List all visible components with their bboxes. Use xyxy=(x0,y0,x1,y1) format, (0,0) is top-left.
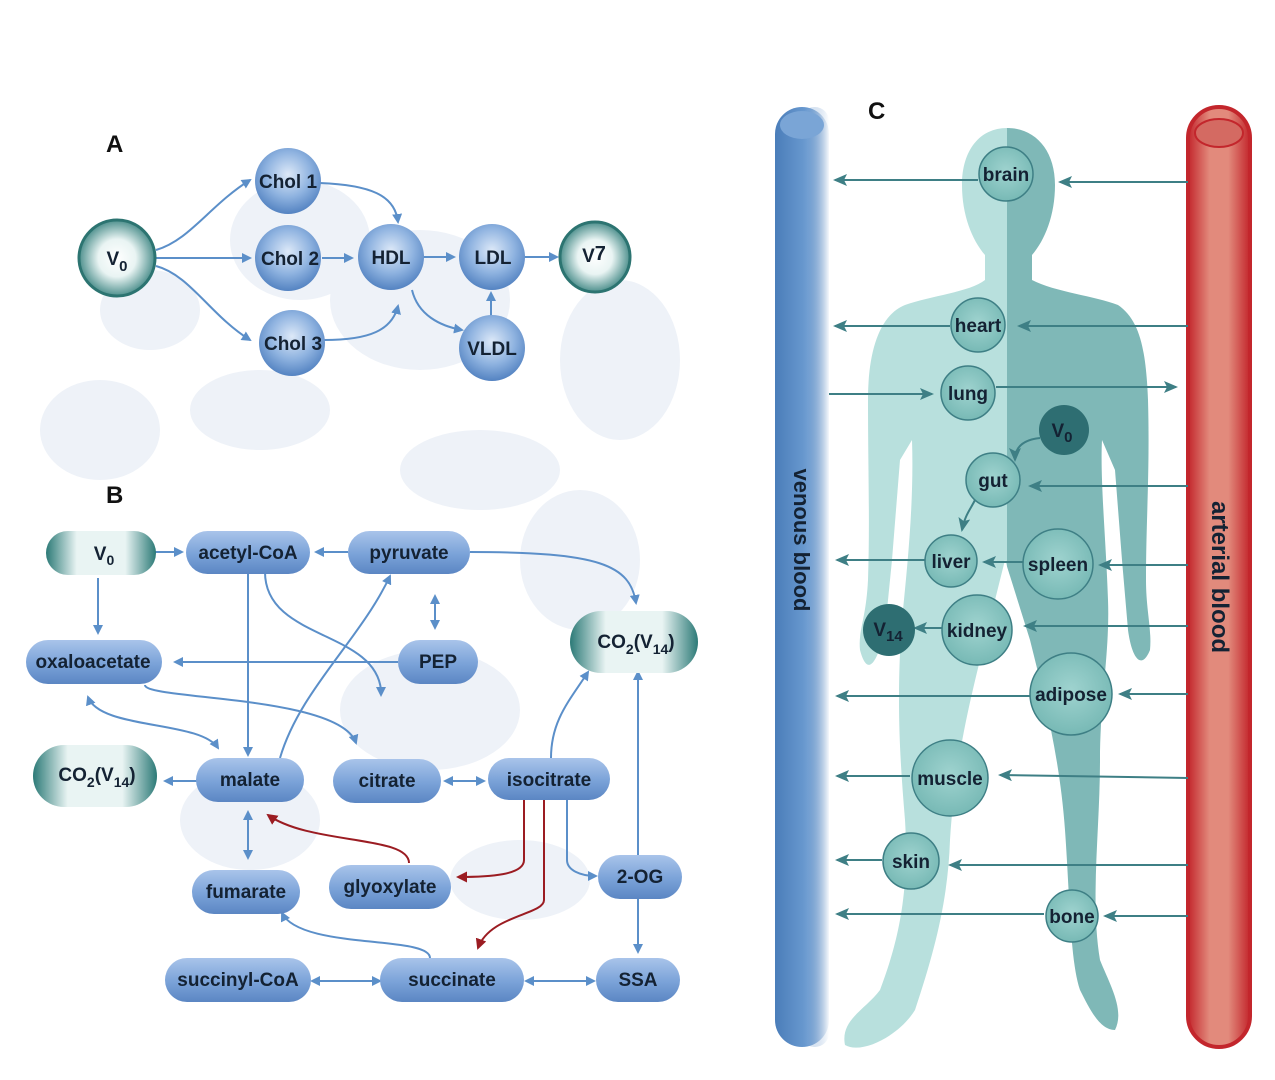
arterial-blood-label: arterial blood xyxy=(1206,501,1233,653)
svg-text:LDL: LDL xyxy=(475,248,512,269)
node-v7: V7 xyxy=(558,220,632,294)
organ-liver: liver xyxy=(924,534,978,588)
svg-text:V0: V0 xyxy=(106,249,127,275)
node-citrate: citrate xyxy=(333,759,441,803)
svg-text:liver: liver xyxy=(931,552,971,573)
svg-text:V0: V0 xyxy=(1051,421,1072,446)
node-ssa: SSA xyxy=(596,958,680,1002)
svg-text:V0: V0 xyxy=(94,544,115,568)
svg-text:succinyl-CoA: succinyl-CoA xyxy=(177,970,299,991)
node-acetyl-coa: acetyl-CoA xyxy=(186,531,310,574)
organ-adipose: adipose xyxy=(1029,652,1113,736)
node-co2-left: CO2(V14) xyxy=(33,745,157,807)
organ-skin: skin xyxy=(882,832,940,890)
svg-text:CO2(V14): CO2(V14) xyxy=(597,632,674,657)
node-v0-b: V0 xyxy=(46,531,156,575)
arterial-blood-vessel: arterial blood xyxy=(1186,105,1252,1049)
svg-text:succinate: succinate xyxy=(408,970,496,991)
svg-text:Chol 1: Chol 1 xyxy=(259,172,317,193)
node-succinate: succinate xyxy=(380,958,524,1002)
organ-kidney: kidney xyxy=(941,594,1013,666)
svg-text:acetyl-CoA: acetyl-CoA xyxy=(198,543,298,564)
node-ldl: LDL xyxy=(459,224,525,290)
svg-text:glyoxylate: glyoxylate xyxy=(344,877,437,898)
node-oxaloacetate: oxaloacetate xyxy=(26,640,162,684)
organ-muscle: muscle xyxy=(911,739,989,817)
svg-text:V7: V7 xyxy=(582,243,606,267)
svg-text:lung: lung xyxy=(948,384,988,405)
node-chol1: Chol 1 xyxy=(255,148,321,214)
organ-heart: heart xyxy=(950,297,1006,353)
node-malate: malate xyxy=(196,758,304,802)
panel-c-organs: brain heart lung V0 gut liver spleen V1 xyxy=(863,146,1113,943)
svg-text:muscle: muscle xyxy=(917,769,982,790)
svg-text:kidney: kidney xyxy=(947,621,1008,642)
svg-text:Chol 2: Chol 2 xyxy=(261,249,319,270)
svg-text:pyruvate: pyruvate xyxy=(369,543,448,564)
node-chol2: Chol 2 xyxy=(255,225,321,291)
human-body-silhouette xyxy=(844,128,1151,1048)
venous-blood-label: venous blood xyxy=(789,469,814,612)
panel-a-nodes: V0 Chol 1 Chol 2 Chol 3 HDL LDL VLDL V7 xyxy=(77,148,632,381)
organ-spleen: spleen xyxy=(1022,528,1094,600)
node-isocitrate: isocitrate xyxy=(488,758,610,800)
node-pep: PEP xyxy=(398,640,478,684)
node-v0-a: V0 xyxy=(77,218,157,298)
node-v14-c: V14 xyxy=(863,604,915,656)
svg-text:HDL: HDL xyxy=(371,248,410,269)
svg-text:VLDL: VLDL xyxy=(467,339,517,360)
svg-text:spleen: spleen xyxy=(1028,555,1088,576)
background-blobs xyxy=(40,180,680,920)
node-vldl: VLDL xyxy=(459,315,525,381)
svg-text:fumarate: fumarate xyxy=(206,882,286,903)
node-hdl: HDL xyxy=(358,224,424,290)
svg-text:skin: skin xyxy=(892,852,930,873)
node-fumarate: fumarate xyxy=(192,870,300,914)
svg-text:SSA: SSA xyxy=(618,970,657,991)
svg-text:malate: malate xyxy=(220,770,280,791)
organ-gut: gut xyxy=(965,452,1021,508)
svg-text:brain: brain xyxy=(983,165,1029,186)
panel-b-nodes: V0 acetyl-CoA pyruvate CO2(V14) oxaloace… xyxy=(26,531,698,1002)
svg-text:heart: heart xyxy=(955,316,1002,337)
organ-brain: brain xyxy=(978,146,1034,202)
node-chol3: Chol 3 xyxy=(259,310,325,376)
node-v0-c: V0 xyxy=(1039,405,1089,455)
node-co2-right: CO2(V14) xyxy=(570,611,698,673)
panel-c-label: C xyxy=(868,98,885,125)
panel-a-arrows xyxy=(155,178,559,342)
svg-text:gut: gut xyxy=(978,471,1008,492)
svg-text:oxaloacetate: oxaloacetate xyxy=(35,652,150,673)
svg-text:Chol 3: Chol 3 xyxy=(264,334,322,355)
node-glyoxylate: glyoxylate xyxy=(329,865,451,909)
panel-b-red-arrows xyxy=(266,800,545,950)
svg-text:V14: V14 xyxy=(873,620,903,645)
venous-blood-vessel: venous blood xyxy=(775,107,829,1047)
organ-lung: lung xyxy=(940,365,996,421)
svg-text:citrate: citrate xyxy=(358,771,415,792)
node-pyruvate: pyruvate xyxy=(348,531,470,574)
panel-a-label: A xyxy=(106,131,123,158)
node-succinyl-coa: succinyl-CoA xyxy=(165,958,311,1002)
svg-text:CO2(V14): CO2(V14) xyxy=(58,765,135,790)
svg-text:adipose: adipose xyxy=(1035,685,1107,706)
panel-b-label: B xyxy=(106,482,123,509)
panel-b-arrows xyxy=(86,547,643,986)
svg-text:bone: bone xyxy=(1049,907,1094,928)
svg-text:PEP: PEP xyxy=(419,652,457,673)
node-2-og: 2-OG xyxy=(598,855,682,899)
organ-bone: bone xyxy=(1045,889,1099,943)
svg-text:isocitrate: isocitrate xyxy=(507,770,591,791)
svg-text:2-OG: 2-OG xyxy=(617,867,663,888)
panel-c-arrows xyxy=(829,174,1189,922)
